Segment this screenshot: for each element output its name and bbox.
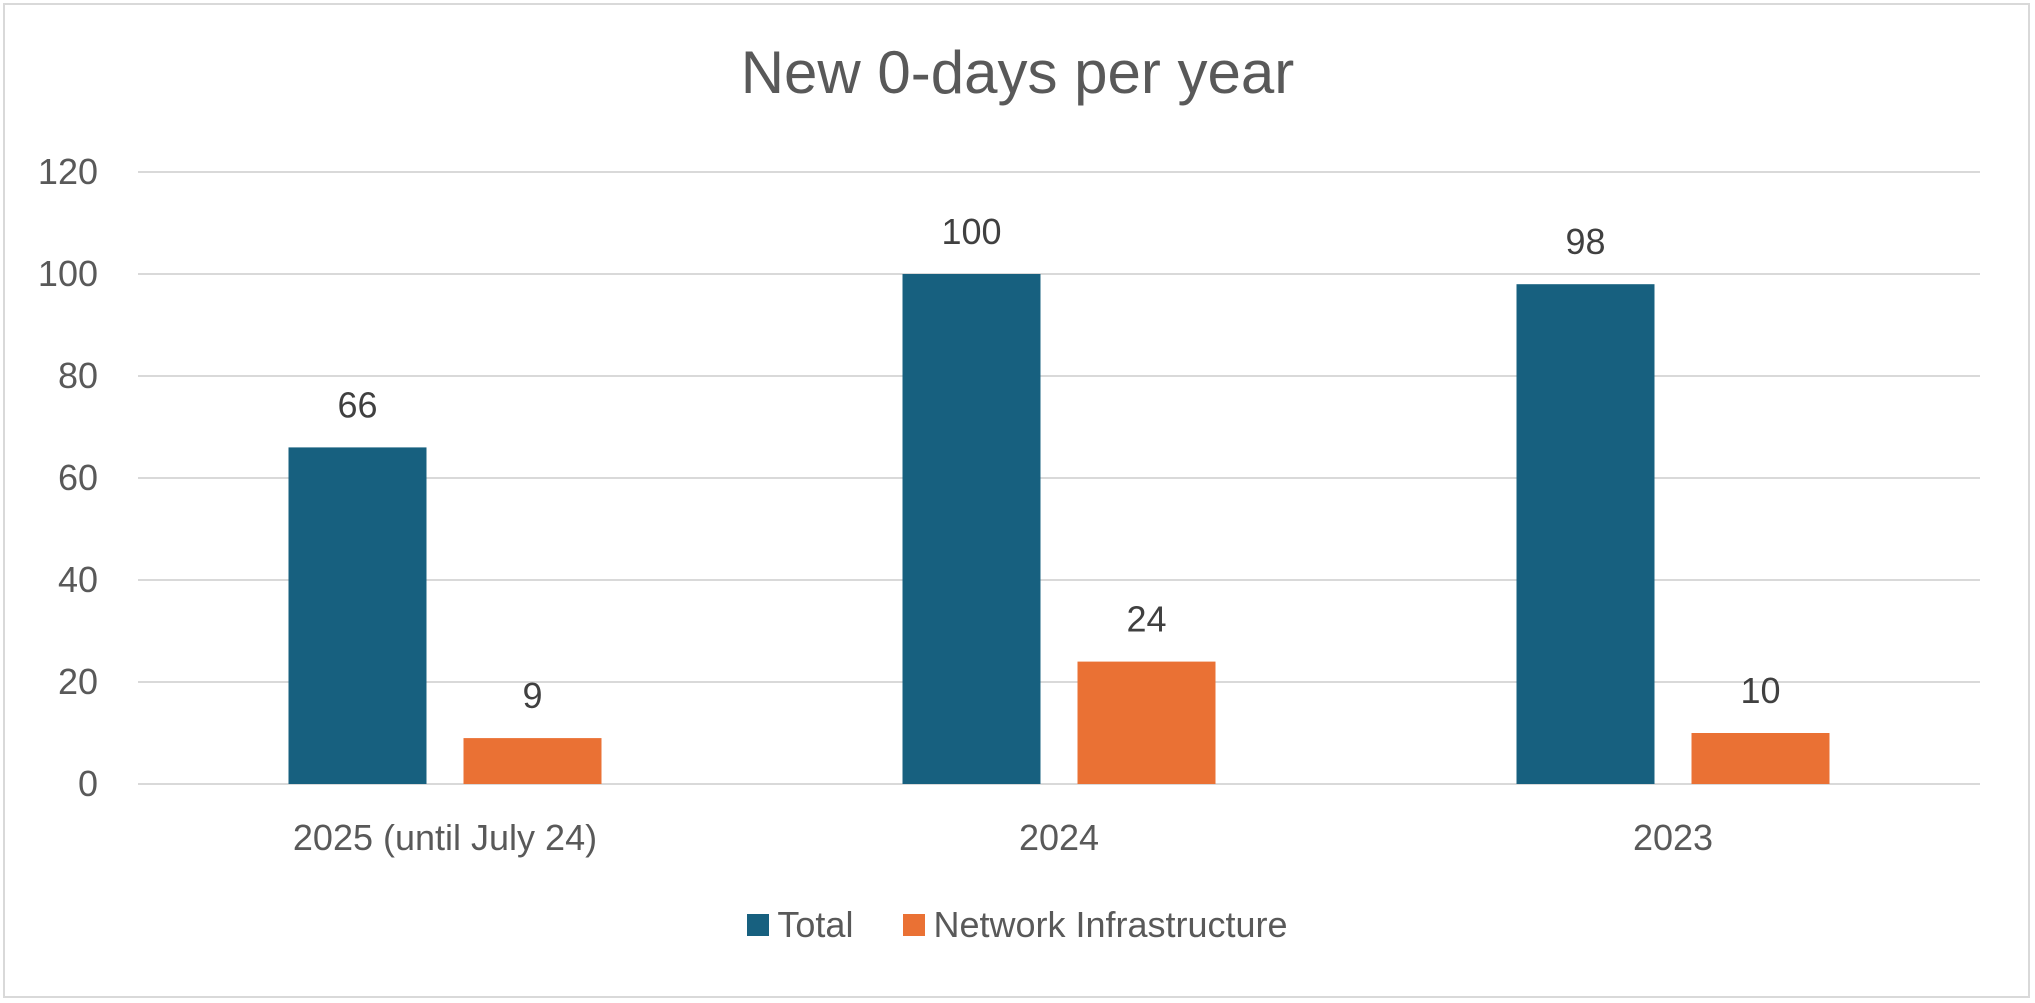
- y-axis-tick-labels: 0 20 40 60 80 100 120: [38, 151, 98, 804]
- y-tick-label-0: 0: [78, 763, 98, 804]
- y-tick-label-40: 40: [58, 559, 98, 600]
- data-labels: 66 9 100 24 98 10: [337, 211, 1780, 716]
- bar-total-1: [902, 274, 1041, 784]
- bar-network-infrastructure-1: [1077, 661, 1216, 784]
- data-label-total-1: 100: [941, 211, 1001, 252]
- legend-label-network-infrastructure: Network Infrastructure: [933, 904, 1288, 945]
- bar-total-2: [1516, 284, 1655, 784]
- bar-total-0: [288, 447, 427, 784]
- legend-swatch-total: [747, 914, 770, 936]
- data-label-total-0: 66: [337, 384, 377, 425]
- data-label-total-2: 98: [1565, 221, 1605, 262]
- bar-network-infrastructure-0: [463, 738, 602, 784]
- data-label-network-infrastructure-0: 9: [522, 675, 542, 716]
- gridlines: [138, 171, 1980, 785]
- legend-item-total: Total: [747, 904, 853, 946]
- data-label-network-infrastructure-2: 10: [1740, 670, 1780, 711]
- y-tick-label-120: 120: [38, 151, 98, 192]
- x-category-label-1: 2024: [1019, 817, 1099, 858]
- data-label-network-infrastructure-1: 24: [1126, 599, 1166, 640]
- y-tick-label-20: 20: [58, 661, 98, 702]
- legend-label-total: Total: [777, 904, 854, 945]
- legend: Total Network Infrastructure: [0, 904, 2035, 946]
- y-tick-label-100: 100: [38, 253, 98, 294]
- legend-swatch-network-infrastructure: [903, 914, 926, 936]
- bars: [288, 274, 1830, 784]
- x-category-label-2: 2023: [1633, 817, 1713, 858]
- chart-title: New 0-days per year: [740, 39, 1295, 106]
- y-tick-label-80: 80: [58, 355, 98, 396]
- legend-item-network-infrastructure: Network Infrastructure: [903, 904, 1288, 946]
- x-category-label-0: 2025 (until July 24): [293, 817, 597, 858]
- bar-network-infrastructure-2: [1691, 733, 1830, 784]
- y-tick-label-60: 60: [58, 457, 98, 498]
- x-axis-category-labels: 2025 (until July 24) 2024 2023: [293, 817, 1713, 858]
